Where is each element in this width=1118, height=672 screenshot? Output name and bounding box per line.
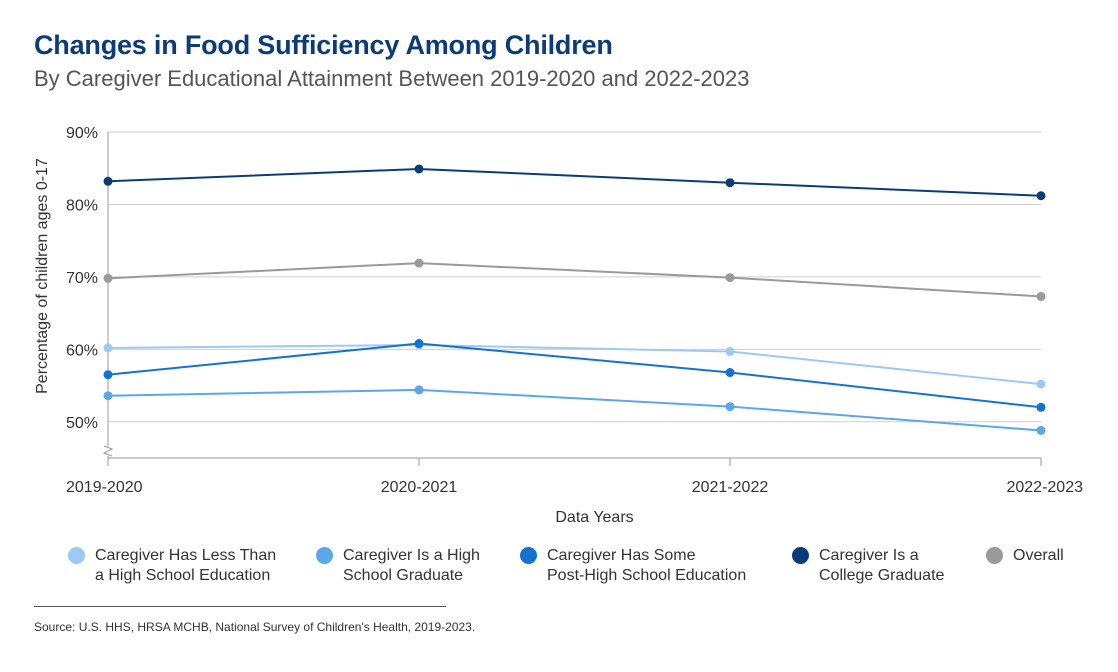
data-point [414, 258, 424, 268]
data-point [414, 339, 424, 349]
series-2 [103, 385, 1046, 435]
legend-swatch [986, 547, 1003, 564]
data-point [725, 347, 735, 357]
legend-item: Caregiver Has Some Post-High School Educ… [520, 546, 746, 586]
chart-subtitle: By Caregiver Educational Attainment Betw… [34, 66, 750, 91]
data-point [1036, 291, 1046, 301]
data-point [103, 176, 113, 186]
data-point [1036, 402, 1046, 412]
y-tick-label: 70% [66, 270, 98, 287]
data-point [103, 273, 113, 283]
x-tick-label: 2022-2023 [1006, 479, 1083, 496]
legend-swatch [792, 547, 809, 564]
chart-legend: Caregiver Has Less Than a High School Ed… [68, 546, 1098, 590]
series-line [107, 167, 1042, 197]
legend-item: Caregiver Is a College Graduate [792, 546, 944, 586]
legend-label: Caregiver Has Less Than a High School Ed… [95, 547, 277, 584]
legend-label: Overall [1013, 547, 1064, 564]
legend-item: Caregiver Has Less Than a High School Ed… [68, 546, 276, 586]
series-5 [103, 258, 1046, 301]
legend-item: Overall [986, 546, 1064, 566]
legend-label: Caregiver Is a High School Graduate [343, 547, 480, 584]
x-tick-label: 2020-2021 [381, 479, 458, 496]
chart-title: Changes in Food Sufficiency Among Childr… [34, 30, 613, 60]
legend-swatch [68, 547, 85, 564]
series-1 [103, 340, 1046, 389]
data-point [725, 178, 735, 188]
data-point [1036, 191, 1046, 201]
data-point [103, 343, 113, 353]
y-tick-label: 50% [66, 415, 98, 432]
source-note: Source: U.S. HHS, HRSA MCHB, National Su… [34, 620, 476, 634]
data-point [725, 402, 735, 412]
data-point [725, 273, 735, 283]
data-point [103, 370, 113, 380]
data-point [1036, 425, 1046, 435]
data-point [414, 164, 424, 174]
x-tick-label: 2021-2022 [692, 479, 769, 496]
legend-label: Caregiver Has Some Post-High School Educ… [547, 547, 747, 584]
series-line [107, 343, 1042, 386]
legend-swatch [316, 547, 333, 564]
series-line [107, 342, 1042, 409]
series-line [107, 388, 1042, 432]
series-3 [103, 339, 1046, 412]
y-axis-title: Percentage of children ages 0-17 [34, 158, 51, 394]
legend-swatch [520, 547, 537, 564]
x-tick-label: 2019-2020 [66, 479, 143, 496]
y-tick-label: 90% [66, 125, 98, 142]
axis-break-icon [102, 445, 114, 457]
y-tick-label: 60% [66, 342, 98, 359]
series-line [107, 262, 1042, 298]
legend-item: Caregiver Is a High School Graduate [316, 546, 480, 586]
x-axis-title: Data Years [555, 509, 633, 526]
legend-label: Caregiver Is a College Graduate [819, 547, 945, 584]
line-chart: 50% 60% 70% 80% 90% 2019-2020 2020-2021 2021-20… [34, 125, 1083, 526]
data-point [103, 391, 113, 401]
data-point [1036, 379, 1046, 389]
series-4 [103, 164, 1046, 201]
source-divider [34, 606, 446, 607]
data-point [725, 368, 735, 378]
data-point [414, 385, 424, 395]
y-tick-label: 80% [66, 197, 98, 214]
